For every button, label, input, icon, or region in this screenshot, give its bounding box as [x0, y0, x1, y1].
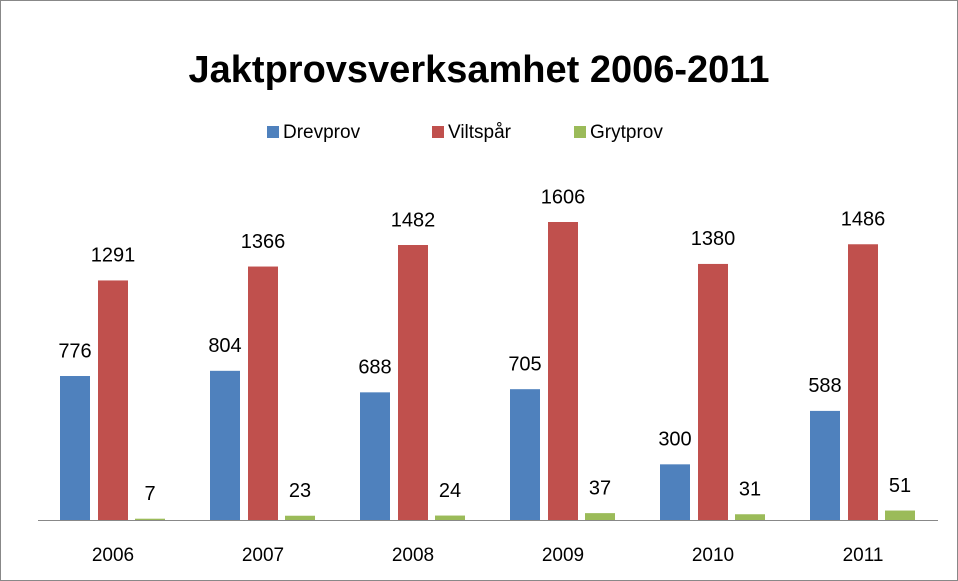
data-label: 23 — [289, 480, 311, 502]
bar — [885, 510, 915, 520]
legend-swatch — [574, 126, 586, 138]
bar — [248, 266, 278, 520]
bar — [810, 410, 840, 520]
data-label: 300 — [658, 429, 691, 451]
legend-swatch — [432, 126, 444, 138]
bar — [435, 515, 465, 520]
bar — [585, 513, 615, 520]
legend-swatch — [267, 126, 279, 138]
bar — [60, 376, 90, 520]
bar — [360, 392, 390, 520]
legend-label: Viltspår — [448, 122, 512, 143]
bar — [848, 244, 878, 521]
data-label: 7 — [144, 483, 155, 505]
bar — [548, 222, 578, 520]
data-label: 51 — [889, 475, 911, 497]
data-label: 1486 — [841, 209, 886, 231]
bar — [98, 280, 128, 520]
data-label: 705 — [508, 353, 541, 375]
data-label: 1291 — [91, 245, 136, 267]
x-tick-label: 2007 — [242, 545, 284, 566]
data-label: 24 — [439, 480, 461, 502]
data-label: 31 — [739, 479, 761, 501]
chart-title: Jaktprovsverksamhet 2006-2011 — [189, 49, 770, 91]
data-label: 588 — [808, 375, 841, 397]
data-label: 37 — [589, 477, 611, 499]
data-label: 1380 — [691, 228, 736, 250]
x-tick-label: 2006 — [92, 545, 134, 566]
x-tick-label: 2008 — [392, 545, 434, 566]
bar — [210, 370, 240, 520]
data-label: 804 — [208, 335, 241, 357]
data-label: 776 — [58, 340, 91, 362]
data-label: 1482 — [391, 209, 436, 231]
data-label: 1366 — [241, 231, 286, 253]
legend-label: Drevprov — [283, 122, 361, 143]
bar — [660, 464, 690, 520]
bar — [285, 515, 315, 520]
bar — [735, 514, 765, 520]
data-label: 688 — [358, 357, 391, 379]
data-label: 1606 — [541, 186, 586, 208]
bar — [398, 245, 428, 520]
bar — [135, 518, 165, 520]
legend-label: Grytprov — [590, 122, 663, 143]
bar — [510, 389, 540, 520]
x-tick-label: 2010 — [692, 545, 734, 566]
bar — [698, 263, 728, 520]
x-tick-label: 2011 — [843, 545, 884, 566]
x-tick-label: 2009 — [542, 545, 584, 566]
